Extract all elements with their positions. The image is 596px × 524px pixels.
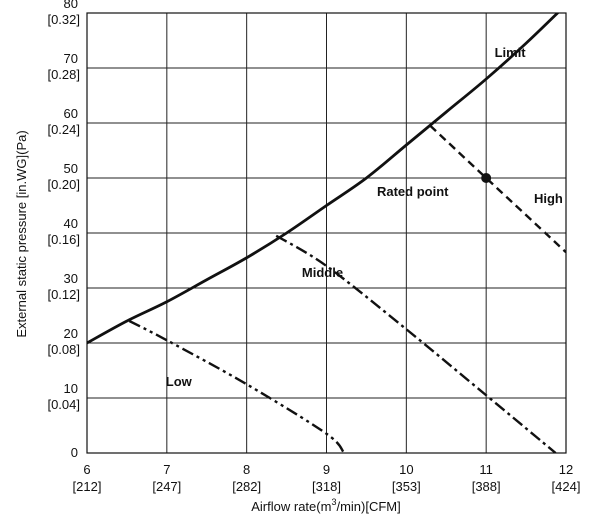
annotation-label: Low — [166, 374, 193, 389]
series-line-limit — [87, 13, 560, 345]
series-layer — [87, 13, 566, 453]
y-tick-sublabel: [0.08] — [47, 342, 80, 357]
y-tick-sublabel: [0.04] — [47, 397, 80, 412]
annotation-label: High — [534, 191, 563, 206]
x-tick-label: 10 — [399, 462, 413, 477]
x-tick-label: 6 — [83, 462, 90, 477]
x-tick-sublabel: [212] — [73, 479, 102, 494]
y-tick-sublabel: [0.16] — [47, 232, 80, 247]
x-tick-sublabel: [247] — [152, 479, 181, 494]
x-tick-sublabel: [318] — [312, 479, 341, 494]
x-tick-sublabel: [353] — [392, 479, 421, 494]
y-tick-sublabel: [0.12] — [47, 287, 80, 302]
y-axis-title: External static pressure [in.WG](Pa) — [14, 130, 29, 337]
y-tick-label: 80 — [64, 0, 78, 11]
series-line-middle — [275, 234, 557, 453]
y-tick-label: 30 — [64, 271, 78, 286]
x-axis-title: Airflow rate(m3/min)[CFM] — [251, 497, 400, 514]
y-tick-sublabel: [0.20] — [47, 177, 80, 192]
y-tick-sublabel: [0.24] — [47, 122, 80, 137]
series-line-high — [429, 124, 566, 254]
x-tick-label: 7 — [163, 462, 170, 477]
plot-frame — [86, 12, 567, 454]
y-tick-label: 50 — [64, 161, 78, 176]
series-line-low — [128, 319, 346, 453]
annotation-label: Limit — [495, 45, 527, 60]
y-tick-label: 20 — [64, 326, 78, 341]
y-tick-label: 10 — [64, 381, 78, 396]
x-tick-sublabel: [282] — [232, 479, 261, 494]
y-tick-sublabel: [0.32] — [47, 12, 80, 27]
plot-border — [86, 12, 567, 454]
y-tick-label: 60 — [64, 106, 78, 121]
annotations: Limit High Middle Low Rated point — [166, 45, 563, 389]
x-tick-sublabel: [424] — [552, 479, 581, 494]
y-tick-label: 70 — [64, 51, 78, 66]
tick-labels: 6 [212] 7 [247] 8 [282] 9 [318] 10 [353] 11 [388] 12… — [47, 0, 580, 494]
y-tick-label: 0 — [71, 445, 78, 460]
x-tick-label: 9 — [323, 462, 330, 477]
rated-point-marker — [481, 173, 492, 183]
y-tick-sublabel: [0.28] — [47, 67, 80, 82]
x-tick-label: 11 — [479, 462, 493, 477]
grid — [86, 12, 567, 454]
annotation-label: Middle — [302, 265, 343, 280]
x-tick-label: 12 — [559, 462, 573, 477]
y-tick-label: 40 — [64, 216, 78, 231]
x-tick-sublabel: [388] — [472, 479, 501, 494]
x-tick-label: 8 — [243, 462, 250, 477]
annotation-label: Rated point — [377, 184, 449, 199]
